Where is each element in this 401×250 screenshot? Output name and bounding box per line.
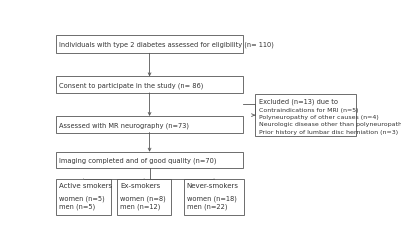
Bar [56, 152, 243, 168]
Text: Never-smokers: Never-smokers [187, 182, 239, 188]
Text: Polyneuropathy of other causes (n=4): Polyneuropathy of other causes (n=4) [259, 114, 379, 119]
Bar [56, 116, 243, 133]
Text: Assessed with MR neurography (n=73): Assessed with MR neurography (n=73) [59, 122, 189, 128]
Bar [56, 77, 243, 94]
Text: women (n=5): women (n=5) [59, 194, 105, 201]
Text: Imaging completed and of good quality (n=70): Imaging completed and of good quality (n… [59, 157, 217, 164]
Text: Contraindications for MRI (n=5): Contraindications for MRI (n=5) [259, 107, 358, 112]
Text: Prior history of lumbar disc herniation (n=3): Prior history of lumbar disc herniation … [259, 129, 398, 134]
Text: men (n=22): men (n=22) [187, 202, 227, 209]
Text: Consent to participate in the study (n= 86): Consent to participate in the study (n= … [59, 82, 204, 88]
Text: Neurologic disease other than polyneuropathy (n=1): Neurologic disease other than polyneurop… [259, 122, 401, 127]
Text: Excluded (n=13) due to: Excluded (n=13) due to [259, 98, 338, 104]
Text: women (n=8): women (n=8) [120, 194, 166, 201]
Bar [184, 179, 244, 215]
Text: men (n=5): men (n=5) [59, 202, 96, 209]
Text: Active smokers: Active smokers [59, 182, 113, 188]
Text: men (n=12): men (n=12) [120, 202, 160, 209]
Text: Ex-smokers: Ex-smokers [120, 182, 160, 188]
Text: Individuals with type 2 diabetes assessed for eligibility (n= 110): Individuals with type 2 diabetes assesse… [59, 42, 274, 48]
Bar [56, 179, 111, 215]
Bar [56, 36, 243, 54]
Text: women (n=18): women (n=18) [187, 194, 237, 201]
Bar [117, 179, 171, 215]
Bar [255, 94, 356, 137]
